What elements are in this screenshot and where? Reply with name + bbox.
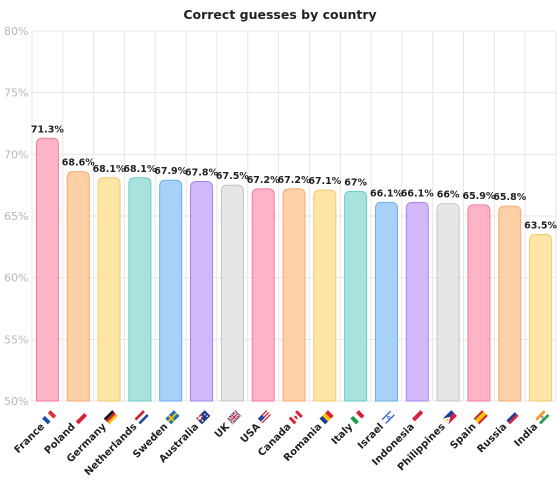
y-tick-label: 70% bbox=[4, 148, 28, 161]
bar-canada bbox=[282, 188, 306, 402]
x-axis: FrancePolandGermanyNetherlandsSwedenAust… bbox=[13, 409, 550, 478]
flag-israel-icon bbox=[380, 409, 396, 425]
flag-italy-icon bbox=[350, 410, 365, 425]
flag-indonesia-icon bbox=[411, 410, 427, 425]
x-category-label: Italy bbox=[330, 421, 356, 447]
value-label: 67.1% bbox=[308, 176, 341, 187]
flag-uk-icon bbox=[226, 409, 242, 425]
y-tick-label: 65% bbox=[4, 210, 28, 223]
bar-spain bbox=[467, 204, 491, 402]
value-label: 66.1% bbox=[370, 188, 403, 199]
flag-spain-icon bbox=[473, 410, 488, 425]
value-label: 65.8% bbox=[493, 192, 526, 203]
x-category-label: Russia bbox=[476, 421, 510, 455]
bar-uk bbox=[220, 184, 244, 402]
y-tick-label: 50% bbox=[4, 395, 28, 408]
flag-russia-icon bbox=[504, 410, 519, 425]
x-category-label: Spain bbox=[448, 421, 478, 451]
x-category-group: UK bbox=[213, 409, 242, 441]
bar-netherlands bbox=[128, 177, 152, 402]
flag-sweden-icon bbox=[165, 410, 180, 425]
x-category-label: Israel bbox=[356, 421, 386, 451]
y-tick-label: 60% bbox=[4, 272, 28, 285]
bar-philippines bbox=[436, 203, 460, 402]
bar-poland bbox=[66, 171, 90, 402]
bar-australia bbox=[190, 180, 214, 402]
bar-israel bbox=[374, 201, 398, 402]
bar-russia bbox=[498, 205, 522, 402]
bar-france bbox=[35, 137, 59, 402]
value-label: 68.1% bbox=[123, 164, 156, 175]
value-label: 67.8% bbox=[185, 167, 218, 178]
x-category-group: Indonesia bbox=[370, 410, 427, 468]
flag-netherlands-icon bbox=[134, 410, 149, 425]
x-category-label: India bbox=[513, 421, 541, 449]
flag-canada-icon bbox=[288, 410, 303, 425]
value-label: 71.3% bbox=[31, 124, 64, 135]
flag-france-icon bbox=[42, 410, 57, 425]
bar-romania bbox=[313, 189, 337, 402]
y-axis: 50% 55% 60% 65% 70% 75% 80% bbox=[4, 25, 28, 408]
bars bbox=[35, 137, 553, 402]
value-label: 68.1% bbox=[93, 164, 126, 175]
flag-poland-icon bbox=[72, 410, 88, 425]
value-labels: 71.3%68.6%68.1%68.1%67.9%67.8%67.5%67.2%… bbox=[31, 124, 558, 231]
flag-philippines-icon bbox=[442, 410, 457, 425]
flag-india-icon bbox=[535, 410, 550, 425]
bar-sweden bbox=[159, 179, 183, 402]
bar-germany bbox=[97, 177, 121, 402]
value-label: 67.9% bbox=[154, 166, 187, 177]
value-label: 67% bbox=[344, 177, 367, 188]
value-label: 67.2% bbox=[247, 175, 280, 186]
value-label: 63.5% bbox=[524, 221, 557, 232]
flag-germany-icon bbox=[103, 410, 118, 425]
bar-italy bbox=[344, 190, 368, 402]
x-category-label: UK bbox=[213, 421, 233, 441]
value-label: 68.6% bbox=[62, 158, 95, 169]
flag-australia-icon bbox=[196, 410, 211, 425]
bar-india bbox=[529, 234, 553, 402]
gridlines bbox=[31, 30, 557, 402]
y-tick-label: 80% bbox=[4, 25, 28, 38]
value-label: 66.1% bbox=[401, 188, 434, 199]
value-label: 67.2% bbox=[278, 175, 311, 186]
flag-romania-icon bbox=[319, 410, 334, 425]
value-label: 67.5% bbox=[216, 171, 249, 182]
x-category-label: France bbox=[13, 421, 48, 456]
y-tick-label: 75% bbox=[4, 87, 28, 100]
value-label: 65.9% bbox=[462, 191, 495, 202]
value-label: 66% bbox=[437, 190, 460, 201]
y-tick-label: 55% bbox=[4, 333, 28, 346]
chart-title: Correct guesses by country bbox=[183, 7, 376, 22]
flag-usa-icon bbox=[257, 410, 273, 425]
bar-indonesia bbox=[405, 201, 429, 402]
bar-usa bbox=[251, 188, 275, 402]
x-category-label: USA bbox=[239, 421, 263, 445]
